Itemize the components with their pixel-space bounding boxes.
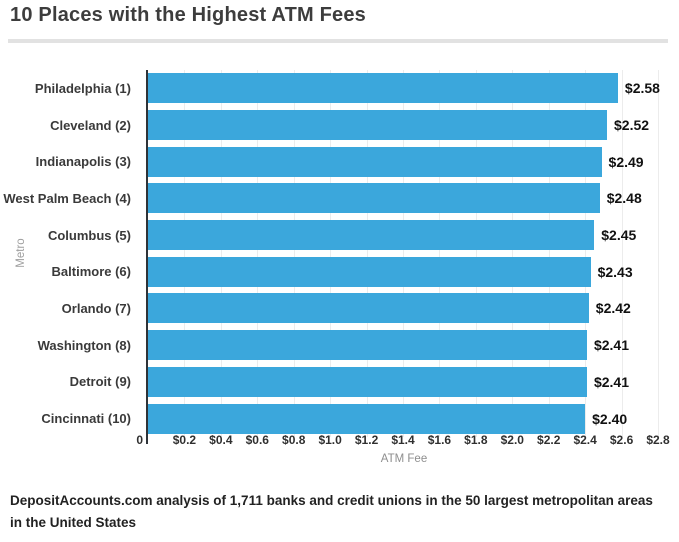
category-label: Cleveland (2) (50, 117, 131, 133)
plot-area (148, 70, 660, 437)
bar-row: $2.43 (148, 253, 679, 290)
source-note: DepositAccounts.com analysis of 1,711 ba… (10, 493, 653, 530)
bar (148, 330, 587, 361)
bar-value-label: $2.43 (597, 263, 633, 280)
gridline (585, 70, 587, 437)
bar-value-label: $2.48 (606, 190, 642, 207)
bar-row: $2.58 (148, 70, 679, 107)
gridline (475, 70, 477, 437)
bar (148, 403, 586, 434)
x-tick-label: $2.4 (573, 433, 597, 447)
x-tick-label: $2.8 (646, 433, 670, 447)
bar (148, 220, 595, 251)
gridline (621, 70, 623, 437)
category-axis-labels: Philadelphia (1) Cleveland (2) Indianapoli… (0, 70, 140, 437)
bar-row: $2.45 (148, 217, 679, 254)
x-tick-label: $0.6 (245, 433, 269, 447)
category-label: Cincinnati (10) (41, 411, 131, 427)
bar-value-label: $2.41 (593, 337, 629, 354)
bar-value-label: $2.41 (593, 373, 629, 390)
bar-row: $2.48 (148, 180, 679, 217)
gridline (366, 70, 368, 437)
atm-fees-bar-chart: Metro Philadelphia (1) Cleveland (2) India… (0, 70, 679, 465)
gridline (184, 70, 186, 437)
category-label: Indianapolis (3) (35, 154, 131, 170)
page-title: 10 Places with the Highest ATM Fees (10, 4, 366, 26)
gridline (658, 70, 659, 437)
bar-value-label: $2.52 (614, 117, 650, 134)
x-tick-label: $1.6 (427, 433, 452, 447)
bar-value-label: $2.40 (592, 410, 628, 427)
gridline (293, 70, 295, 437)
gridline (257, 70, 259, 437)
x-axis-title: ATM Fee (380, 453, 428, 465)
x-tick-label: $1.8 (464, 433, 488, 447)
gridline (403, 70, 404, 437)
x-tick-label: $2.6 (609, 433, 634, 447)
x-tick-label: $0.8 (282, 433, 306, 447)
bar (148, 256, 591, 287)
x-tick-label: $0.4 (209, 433, 233, 447)
y-axis-line (146, 70, 148, 444)
x-axis-ticks: 0 $0.2 $0.4 $0.6 $0.8 $1.0 $1.2 $1.4 $1.6 $1.8 $2.… (136, 433, 670, 448)
bar (148, 73, 618, 104)
bar-value-label: $2.58 (624, 80, 660, 97)
gridline (220, 70, 222, 437)
bar (148, 110, 607, 141)
x-tick-label: $2.0 (500, 433, 524, 447)
bar-rows: $2.58 $2.52 $2.49 $2.48 $2.45 $2.43 $2.42 $2.41… (148, 70, 679, 437)
bar-value-label: $2.49 (608, 153, 644, 170)
x-tick-label: $1.4 (391, 433, 415, 447)
x-tick-label: 0 (136, 433, 143, 447)
gridline (548, 70, 550, 437)
bar-row: $2.52 (148, 107, 679, 144)
category-label: Baltimore (6) (51, 264, 131, 280)
bar-row: $2.40 (148, 400, 679, 437)
bar-row: $2.42 (148, 290, 679, 327)
gridline (512, 70, 514, 437)
category-label: Orlando (7) (61, 300, 131, 316)
bar-row: $2.41 (148, 327, 679, 364)
bar (148, 146, 602, 177)
x-tick-label: $2.2 (537, 433, 561, 447)
bar-row: $2.49 (148, 143, 679, 180)
bar-row: $2.41 (148, 364, 679, 401)
bar (148, 293, 589, 324)
bar (148, 366, 587, 397)
category-label: Detroit (9) (69, 374, 131, 390)
x-tick-label: $1.0 (318, 433, 342, 447)
bar (148, 183, 600, 214)
title-divider (8, 39, 668, 43)
category-label: West Palm Beach (4) (3, 190, 131, 206)
x-tick-label: $1.2 (354, 433, 379, 447)
bar-value-label: $2.42 (595, 300, 631, 317)
category-label: Washington (8) (37, 337, 131, 353)
gridline (439, 70, 441, 437)
category-label: Philadelphia (1) (34, 80, 131, 96)
gridline (330, 70, 332, 437)
category-label: Columbus (5) (47, 227, 131, 243)
bar-value-label: $2.45 (601, 227, 637, 244)
x-tick-label: $0.2 (172, 433, 197, 447)
